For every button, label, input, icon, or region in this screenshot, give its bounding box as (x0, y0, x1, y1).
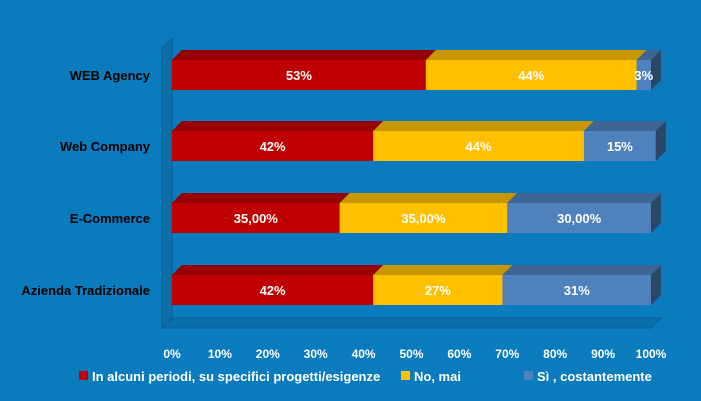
bar-0-0 (172, 60, 426, 90)
bar-2-2-top (507, 193, 661, 203)
bar-3-1-top (373, 265, 513, 275)
bar-3-0 (172, 275, 374, 305)
data-label-0-1: 44% (518, 68, 544, 83)
x-axis-ticks: 0% 10% 20% 30% 40% 50% 60% 70% 80% 90% 100% (163, 347, 666, 361)
legend-item-0: In alcuni periodi, su specifici progetti… (79, 369, 380, 384)
bar-3-2-side (651, 265, 661, 305)
x-tick-label-7: 70% (495, 347, 519, 361)
category-label-3: Azienda Tradizionale (21, 283, 150, 298)
bar-2-1-top (339, 193, 518, 203)
bar-0-2 (636, 60, 651, 90)
x-tick-label-2: 20% (256, 347, 280, 361)
legend-label-1: No, mai (414, 369, 461, 384)
data-label-2-0: 35,00% (234, 211, 279, 226)
bar-0-0-top (172, 50, 436, 60)
legend-swatch-2 (524, 371, 533, 380)
chart-back-wall (161, 36, 173, 330)
bar-2-2-side (651, 193, 661, 233)
legend-swatch-0 (79, 371, 88, 380)
data-label-0-2: 3% (634, 68, 653, 83)
x-tick-label-4: 40% (352, 347, 376, 361)
bar-3-0-top (172, 265, 384, 275)
bar-2-0 (172, 203, 340, 233)
bar-0-2-top (636, 50, 661, 60)
data-label-3-1: 27% (425, 283, 451, 298)
bar-1-2 (583, 131, 656, 161)
bar-1-1-top (373, 121, 594, 131)
legend-label-2: Sì , costantemente (537, 369, 652, 384)
legend-item-2: Sì , costantemente (524, 369, 652, 384)
data-label-3-0: 42% (260, 283, 286, 298)
category-labels: WEB Agency Web Company E-Commerce Azienda T… (21, 68, 150, 298)
data-label-1-2: 15% (607, 139, 633, 154)
data-label-0-0: 53% (286, 68, 312, 83)
x-tick-label-3: 30% (304, 347, 328, 361)
x-tick-label-10: 100% (636, 347, 667, 361)
bar-3-1 (373, 275, 503, 305)
legend-swatch-1 (401, 371, 410, 380)
legend-item-1: No, mai (401, 369, 461, 384)
bar-2-0-top (172, 193, 350, 203)
bar-3-2 (502, 275, 651, 305)
x-tick-label-0: 0% (163, 347, 181, 361)
x-tick-label-8: 80% (543, 347, 567, 361)
bar-2-1 (339, 203, 508, 233)
bar-1-0 (172, 131, 374, 161)
category-label-2: E-Commerce (70, 211, 150, 226)
bar-0-1 (425, 60, 637, 90)
data-label-1-0: 42% (260, 139, 286, 154)
bar-3-2-top (502, 265, 661, 275)
data-label-3-2: 31% (564, 283, 590, 298)
bar-1-2-side (655, 121, 666, 161)
category-label-1: Web Company (60, 139, 151, 154)
bar-1-0-top (172, 121, 384, 131)
bar-2-2 (507, 203, 651, 233)
bars: 53% 44% 3% 42% 44% 15% 35,00% 35,00% 30,00% 42% 27… (172, 50, 666, 305)
legend: In alcuni periodi, su specifici progetti… (79, 369, 652, 384)
data-label-1-1: 44% (466, 139, 492, 154)
bar-0-1-top (425, 50, 647, 60)
x-tick-label-1: 10% (208, 347, 232, 361)
x-tick-label-6: 60% (447, 347, 471, 361)
category-label-0: WEB Agency (70, 68, 151, 83)
data-label-2-2: 30,00% (557, 211, 602, 226)
x-tick-label-9: 90% (591, 347, 615, 361)
x-tick-label-5: 50% (399, 347, 423, 361)
chart-3d-walls (160, 36, 663, 330)
bar-1-1 (373, 131, 584, 161)
bar-0-2-side (651, 50, 661, 90)
chart-floor (160, 317, 663, 329)
legend-label-0: In alcuni periodi, su specifici progetti… (92, 369, 380, 384)
bar-1-2-top (583, 121, 666, 131)
data-label-2-1: 35,00% (401, 211, 446, 226)
